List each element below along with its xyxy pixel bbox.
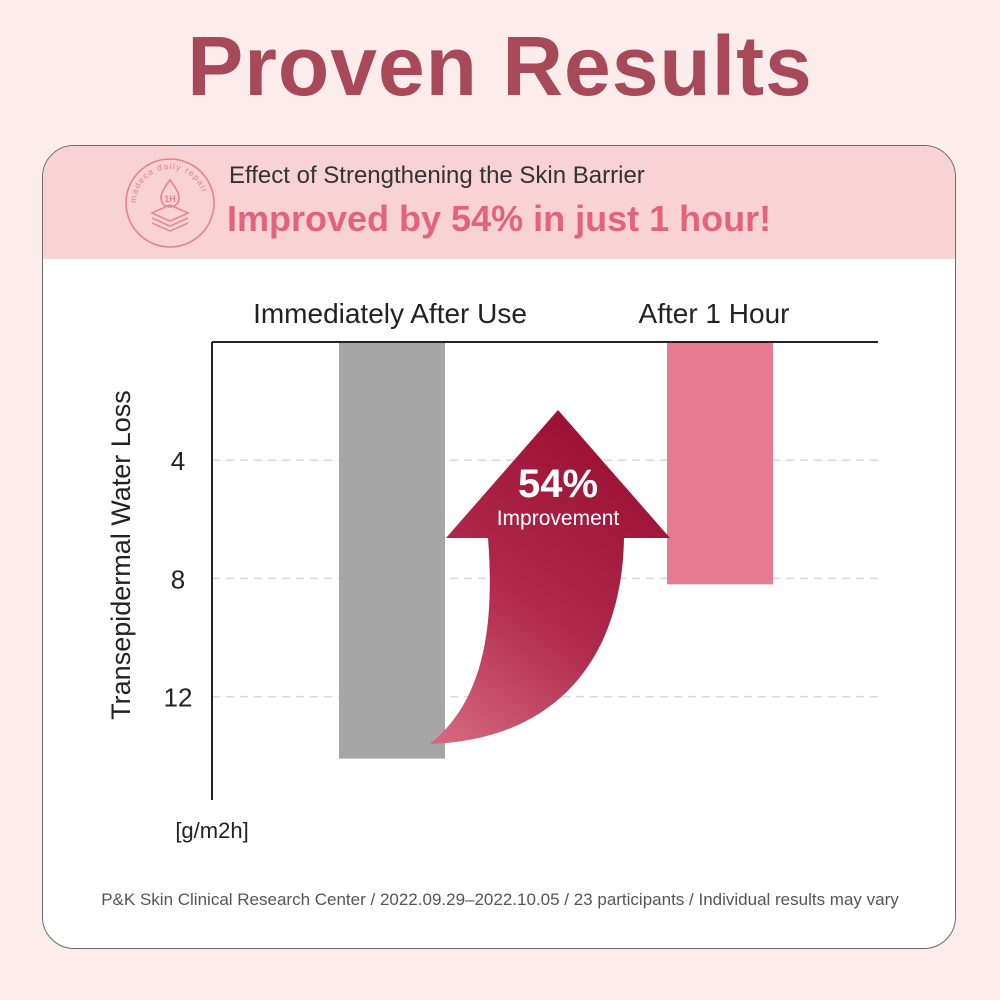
improvement-text: Improvement xyxy=(497,507,620,530)
bar-immediately-after-use xyxy=(339,342,445,759)
footnote: P&K Skin Clinical Research Center / 2022… xyxy=(101,890,899,909)
unit-label: [g/m2h] xyxy=(175,818,248,843)
y-tick-label: 12 xyxy=(164,683,193,713)
droplet-layers-icon: madeca daily repair 1H xyxy=(125,158,215,248)
category-label: Immediately After Use xyxy=(253,298,527,329)
y-axis-title: Transepidermal Water Loss xyxy=(106,390,136,720)
header-subtitle: Effect of Strengthening the Skin Barrier xyxy=(229,162,645,189)
y-tick-label: 4 xyxy=(171,446,185,476)
bar-after-1-hour xyxy=(667,342,773,585)
header-headline: Improved by 54% in just 1 hour! xyxy=(227,198,772,239)
page-title: Proven Results xyxy=(187,19,813,113)
category-label: After 1 Hour xyxy=(639,298,790,329)
card-header: madeca daily repair 1H Effect of Strengt… xyxy=(43,146,955,259)
improvement-value: 54% xyxy=(518,462,598,506)
y-tick-label: 8 xyxy=(171,564,185,594)
badge-label: 1H xyxy=(164,194,176,204)
curved-up-arrow-icon xyxy=(430,410,670,744)
